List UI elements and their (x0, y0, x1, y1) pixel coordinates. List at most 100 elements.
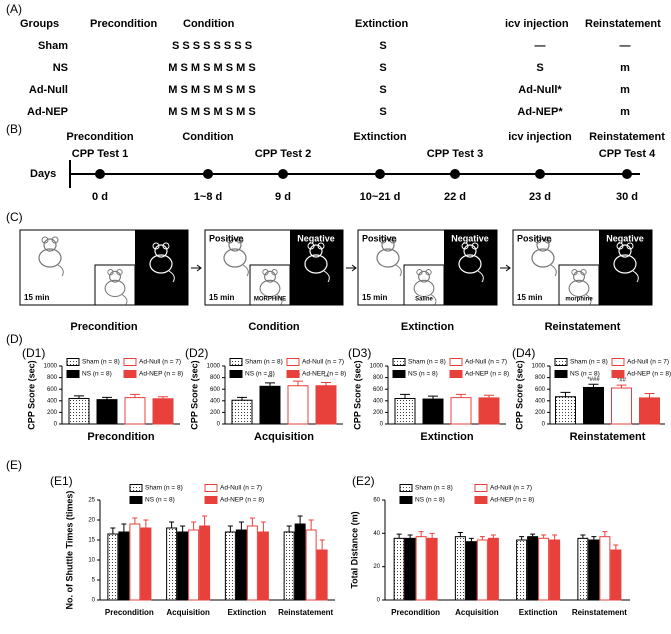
error-bar (227, 525, 233, 532)
bar (140, 527, 152, 601)
mouse-ear (262, 269, 269, 276)
y-tick-label: 600 (47, 387, 58, 393)
annotation: *## (617, 378, 627, 384)
error-bar (74, 395, 84, 399)
y-tick-label: 200 (47, 410, 58, 416)
y-tick-label: 0 (54, 422, 58, 428)
bar (96, 399, 118, 425)
mouse-icon (613, 242, 639, 283)
mouse-body (413, 279, 435, 298)
mouse-body (376, 248, 400, 268)
chamber-label: Positive (209, 233, 244, 243)
legend-swatch (399, 484, 413, 492)
mouse-body (304, 254, 328, 274)
x-tick-label: Extinction (420, 431, 473, 443)
bar (152, 398, 174, 425)
table-cell: Ad-NEP* (517, 106, 563, 118)
mouse-ear (152, 242, 160, 250)
chamber-label: Negative (606, 233, 644, 243)
legend-swatch (611, 358, 625, 366)
event-dot (535, 169, 545, 179)
y-tick-label: 200 (535, 410, 546, 416)
legend-swatch (449, 358, 463, 366)
y-tick-label: 600 (373, 387, 384, 393)
mouse-tail (632, 270, 639, 283)
y-tick-label: 0 (217, 422, 221, 428)
error-bar (428, 395, 438, 400)
mouse-tail (395, 264, 402, 277)
mouse-head (228, 238, 242, 252)
caption: Reinstatement (545, 321, 621, 333)
legend-swatch (449, 370, 463, 378)
dark-chamber (290, 230, 343, 305)
legend-swatch (286, 370, 300, 378)
y-tick-label: 5 (92, 578, 96, 584)
y-axis-label: No. of Shuttle Times (times) (64, 491, 74, 610)
x-tick-label: Precondition (87, 431, 155, 443)
event-dot (622, 169, 632, 179)
error-bar (541, 534, 547, 539)
mouse-icon (458, 242, 484, 283)
error-bar (602, 531, 608, 537)
mouse-head (463, 244, 477, 258)
event-day: 10~21 d (360, 191, 401, 203)
x-tick-label: Acquisition (254, 431, 314, 443)
error-bar (644, 393, 655, 398)
legend-label: Sham (n = 8) (570, 359, 608, 366)
bar (315, 385, 337, 425)
drug-label: Saline (415, 297, 433, 303)
table-cell: NS (53, 62, 68, 74)
chart-title: (D1) (22, 346, 45, 360)
legend-label: Sham (n = 8) (82, 359, 120, 366)
time-label: 15 min (517, 293, 542, 302)
error-bar (519, 536, 525, 540)
event-label: CPP Test 4 (599, 148, 656, 160)
bar (599, 536, 611, 601)
mouse-ear (271, 269, 278, 276)
error-bar (490, 534, 496, 539)
bar (639, 397, 660, 425)
error-bar (265, 382, 275, 387)
event-day: 0 d (92, 191, 108, 203)
arrow (346, 264, 357, 272)
table-cell: S (379, 106, 386, 118)
mouse-ear (317, 242, 325, 250)
error-bar (588, 383, 599, 388)
error-bar (202, 515, 208, 526)
arrow (500, 264, 511, 272)
bar (224, 531, 236, 601)
dark-chamber (444, 230, 497, 305)
chart-title: (E1) (50, 474, 73, 488)
mouse-ear (236, 236, 244, 244)
error-bar (530, 533, 536, 537)
y-tick-label: 15 (88, 538, 95, 544)
y-tick-label: 1000 (44, 364, 58, 370)
legend-label: Ad-NEP (n = 8) (139, 371, 183, 378)
y-tick-label: 800 (47, 375, 58, 381)
bar (487, 537, 499, 601)
y-tick-label: 600 (210, 387, 221, 393)
mouse-head (573, 270, 585, 283)
bar (287, 385, 309, 425)
mouse-ear (626, 242, 634, 250)
table-cell: Ad-NEP (27, 106, 68, 118)
mouse-tail (477, 270, 484, 283)
bar (259, 385, 281, 425)
bar (588, 539, 600, 601)
error-bar (130, 393, 140, 398)
y-axis-label: CPP Score (sec) (26, 360, 36, 429)
bar (404, 537, 416, 601)
y-tick-label: 60 (373, 498, 380, 504)
drug-label: morphine (565, 297, 593, 303)
y-axis-label: Total Distance (m) (349, 511, 359, 588)
bar (235, 529, 247, 601)
caption: Extinction (401, 321, 454, 333)
legend-label: Ad-Null (n = 7) (139, 359, 181, 366)
mouse-ear (416, 269, 423, 276)
legend-label: Ad-NEP (n = 8) (220, 497, 264, 504)
legend-label: Ad-Null (n = 7) (465, 359, 507, 366)
mouse-icon (223, 236, 249, 277)
mouse-head (381, 238, 395, 252)
legend-swatch (204, 484, 218, 492)
panel-label: (A) (6, 2, 22, 16)
